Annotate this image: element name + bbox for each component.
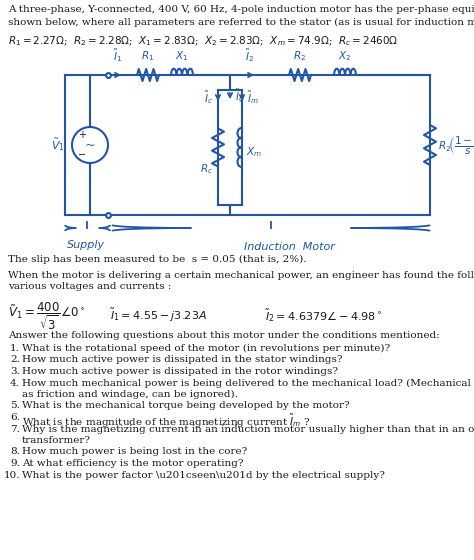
Text: Supply: Supply: [67, 240, 106, 250]
Text: $\tilde{I}_2$: $\tilde{I}_2$: [246, 47, 255, 64]
Text: A three-phase, Y-connected, 400 V, 60 Hz, 4-pole induction motor has the per-pha: A three-phase, Y-connected, 400 V, 60 Hz…: [8, 5, 474, 14]
Text: 6.: 6.: [10, 413, 20, 422]
Text: ~: ~: [85, 138, 95, 152]
Text: −: −: [78, 150, 86, 160]
Text: $R_2$: $R_2$: [293, 49, 307, 63]
Text: various voltages and currents :: various voltages and currents :: [8, 282, 172, 291]
Text: $\tilde{I}_2 = 4.6379\angle -4.98^\circ$: $\tilde{I}_2 = 4.6379\angle -4.98^\circ$: [265, 307, 382, 324]
Text: $\tilde{I}_1 = 4.55 - j3.23A$: $\tilde{I}_1 = 4.55 - j3.23A$: [110, 307, 207, 324]
Text: as friction and windage, can be ignored).: as friction and windage, can be ignored)…: [22, 390, 238, 399]
Text: Why is the magnetizing current in an induction motor usually higher than that in: Why is the magnetizing current in an ind…: [22, 424, 474, 433]
Text: $X_1$: $X_1$: [175, 49, 189, 63]
Text: At what efficiency is the motor operating?: At what efficiency is the motor operatin…: [22, 459, 244, 468]
Text: How much active power is dissipated in the stator windings?: How much active power is dissipated in t…: [22, 356, 343, 365]
Text: Answer the following questions about this motor under the conditions mentioned:: Answer the following questions about thi…: [8, 331, 439, 340]
Text: shown below, where all parameters are referred to the stator (as is usual for in: shown below, where all parameters are re…: [8, 18, 474, 27]
Text: $R_1 = 2.27\Omega$;  $R_2 = 2.28\Omega$;  $X_1 = 2.83\Omega$;  $X_2 = 2.83\Omega: $R_1 = 2.27\Omega$; $R_2 = 2.28\Omega$; …: [8, 34, 399, 48]
Text: +: +: [78, 130, 86, 140]
Text: 10.: 10.: [3, 470, 20, 479]
Text: 4.: 4.: [10, 379, 20, 388]
Text: $\tilde{I}_\phi$: $\tilde{I}_\phi$: [235, 87, 245, 105]
Text: $R_1$: $R_1$: [141, 49, 155, 63]
Text: How much active power is dissipated in the rotor windings?: How much active power is dissipated in t…: [22, 367, 338, 376]
Text: What is the mechanical torque being developed by the motor?: What is the mechanical torque being deve…: [22, 402, 350, 410]
Text: $R_2\!\left(\dfrac{1-s}{s}\right)$: $R_2\!\left(\dfrac{1-s}{s}\right)$: [438, 134, 474, 156]
Text: $\tilde{V}_1$: $\tilde{V}_1$: [51, 137, 65, 153]
Text: Induction  Motor: Induction Motor: [244, 242, 335, 252]
Text: 2.: 2.: [10, 356, 20, 365]
Text: The slip has been measured to be  s = 0.05 (that is, 2%).: The slip has been measured to be s = 0.0…: [8, 255, 307, 264]
Text: $X_2$: $X_2$: [338, 49, 352, 63]
Text: 3.: 3.: [10, 367, 20, 376]
Text: 7.: 7.: [10, 424, 20, 433]
Text: 8.: 8.: [10, 447, 20, 456]
Text: $R_c$: $R_c$: [200, 162, 213, 175]
Text: $\tilde{I}_c$: $\tilde{I}_c$: [204, 90, 213, 106]
Text: $\tilde{V}_1 = \dfrac{400}{\sqrt{3}}\angle 0^\circ$: $\tilde{V}_1 = \dfrac{400}{\sqrt{3}}\ang…: [8, 301, 86, 333]
Text: What is the magnitude of the magnetizing current $\tilde{I}_m$ ?: What is the magnitude of the magnetizing…: [22, 413, 310, 430]
Text: 9.: 9.: [10, 459, 20, 468]
Text: What is the power factor \u201cseen\u201d by the electrical supply?: What is the power factor \u201cseen\u201…: [22, 470, 385, 479]
Text: What is the rotational speed of the motor (in revolutions per minute)?: What is the rotational speed of the moto…: [22, 344, 390, 353]
Text: How much mechanical power is being delivered to the mechanical load? (Mechanical: How much mechanical power is being deliv…: [22, 379, 474, 388]
Text: transformer?: transformer?: [22, 436, 91, 445]
Text: 5.: 5.: [10, 402, 20, 410]
Text: How much power is being lost in the core?: How much power is being lost in the core…: [22, 447, 247, 456]
Text: When the motor is delivering a certain mechanical power, an engineer has found t: When the motor is delivering a certain m…: [8, 271, 474, 280]
Text: $X_m$: $X_m$: [246, 146, 262, 160]
Text: $\tilde{I}_1$: $\tilde{I}_1$: [113, 47, 123, 64]
Text: 1.: 1.: [10, 344, 20, 353]
Text: $\tilde{I}_m$: $\tilde{I}_m$: [247, 90, 259, 106]
